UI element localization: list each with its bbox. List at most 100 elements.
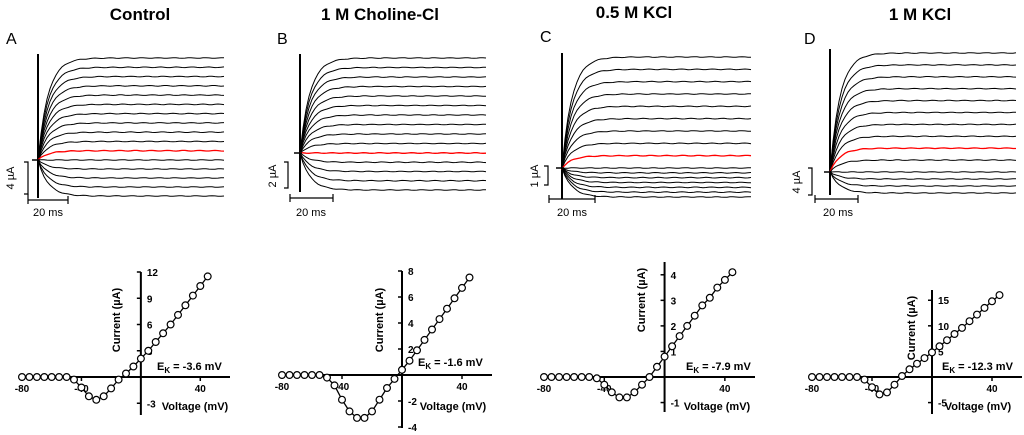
iv-data-point [875,390,884,399]
iv-data-point [935,342,944,351]
iv-data-point [980,303,989,312]
iv-data-point [196,282,205,291]
current-trace [37,66,225,161]
current-trace [299,123,487,154]
y-axis-label: Current (µA) [906,295,918,360]
current-trace [561,117,752,168]
current-trace [561,167,752,169]
current-trace [37,103,225,161]
current-trace [37,57,225,161]
x-tick-label: 40 [195,384,207,395]
iv-data-point [151,338,160,347]
iv-data-point [950,330,959,339]
current-trace [561,130,751,169]
current-trace [829,171,1017,173]
current-trace [829,171,1017,194]
current-trace [561,154,752,170]
current-trace [829,64,1017,172]
iv-data-point [136,354,145,363]
iv-data-point [592,374,601,383]
current-trace [561,166,752,179]
current-trace [299,114,487,154]
panel-c: 0.5 M KCl C 1 µA 20 ms -80 -40 40 -1 1 2 3 4 Vol… [529,3,755,413]
current-trace [37,112,225,161]
iv-data-point [181,301,190,310]
iv-data-point [860,375,869,384]
iv-data-point [69,375,78,384]
iv-data-point [585,373,594,382]
panel-d-traces [824,49,1017,195]
current-trace [561,166,752,184]
iv-data-point [577,373,586,382]
current-trace [561,167,752,198]
current-trace [299,153,487,191]
panel-d-title: 1 M KCl [889,5,951,24]
iv-data-point [25,373,34,382]
current-trace [829,171,1016,180]
y-tick-label: 12 [147,268,159,279]
x-axis-label: Voltage (mV) [945,401,1012,413]
panel-d-letter: D [804,31,816,48]
iv-data-point [428,325,437,334]
x-tick-label: 40 [719,384,731,395]
iv-data-point [390,374,399,383]
iv-data-point [62,373,71,382]
current-trace [829,87,1017,173]
iv-data-point [570,373,579,382]
iv-data-point [927,348,936,357]
iv-data-point [645,373,654,382]
iv-data-point [47,373,56,382]
y-tick-label: 4 [408,319,414,330]
y-tick-label: 4 [671,271,677,282]
x-axis-label: Voltage (mV) [420,401,487,413]
current-trace [829,99,1017,173]
iv-data-point [465,273,474,282]
iv-data-point [920,354,929,363]
y-tick-label: 9 [147,294,153,305]
iv-data-point [995,291,1004,300]
panel-c-iv-plot: -80 -40 40 -1 1 2 3 4 Voltage (mV) Current (µA) EK… [537,262,755,413]
current-trace [561,56,752,169]
panel-c-scale-bar: 1 µA 20 ms [529,164,596,219]
current-trace [829,135,1017,172]
iv-data-point [278,371,287,380]
iv-data-point [683,321,692,330]
current-trace [829,52,1017,172]
y-tick-label: 6 [147,321,153,332]
iv-data-point [555,373,564,382]
iv-data-point [822,373,831,382]
iv-data-point [450,294,459,303]
current-trace [561,142,752,169]
iv-data-point [713,283,722,292]
current-trace [561,93,751,168]
iv-data-point [837,373,846,382]
x-axis-label: Voltage (mV) [162,401,229,413]
iv-data-point [107,384,116,393]
iv-data-point [539,373,548,382]
panel-c-traces [556,53,752,199]
iv-data-point [807,373,816,382]
iv-data-point [398,365,407,374]
current-trace [829,123,1017,173]
panel-b-title: 1 M Choline-Cl [321,5,439,24]
iv-data-point [728,268,737,277]
panel-d: 1 M KCl D 4 µA 20 ms -80-4040-551015Volt… [791,5,1022,414]
current-trace [37,75,225,160]
iv-data-point [830,373,839,382]
iv-data-point [942,336,951,345]
y-tick-label: -3 [147,399,156,410]
iv-data-point [897,372,906,381]
iv-data-point [668,342,677,351]
iv-data-point [705,293,714,302]
current-trace [37,140,225,160]
y-tick-label: 2 [671,322,677,333]
current-trace [561,167,752,189]
iv-data-point [353,413,362,422]
x-tick-label: 40 [456,382,468,393]
reversal-potential-label: EK = -1.6 mV [418,357,483,371]
panel-c-letter: C [540,29,552,46]
iv-data-point [55,373,64,382]
current-trace [37,94,225,160]
